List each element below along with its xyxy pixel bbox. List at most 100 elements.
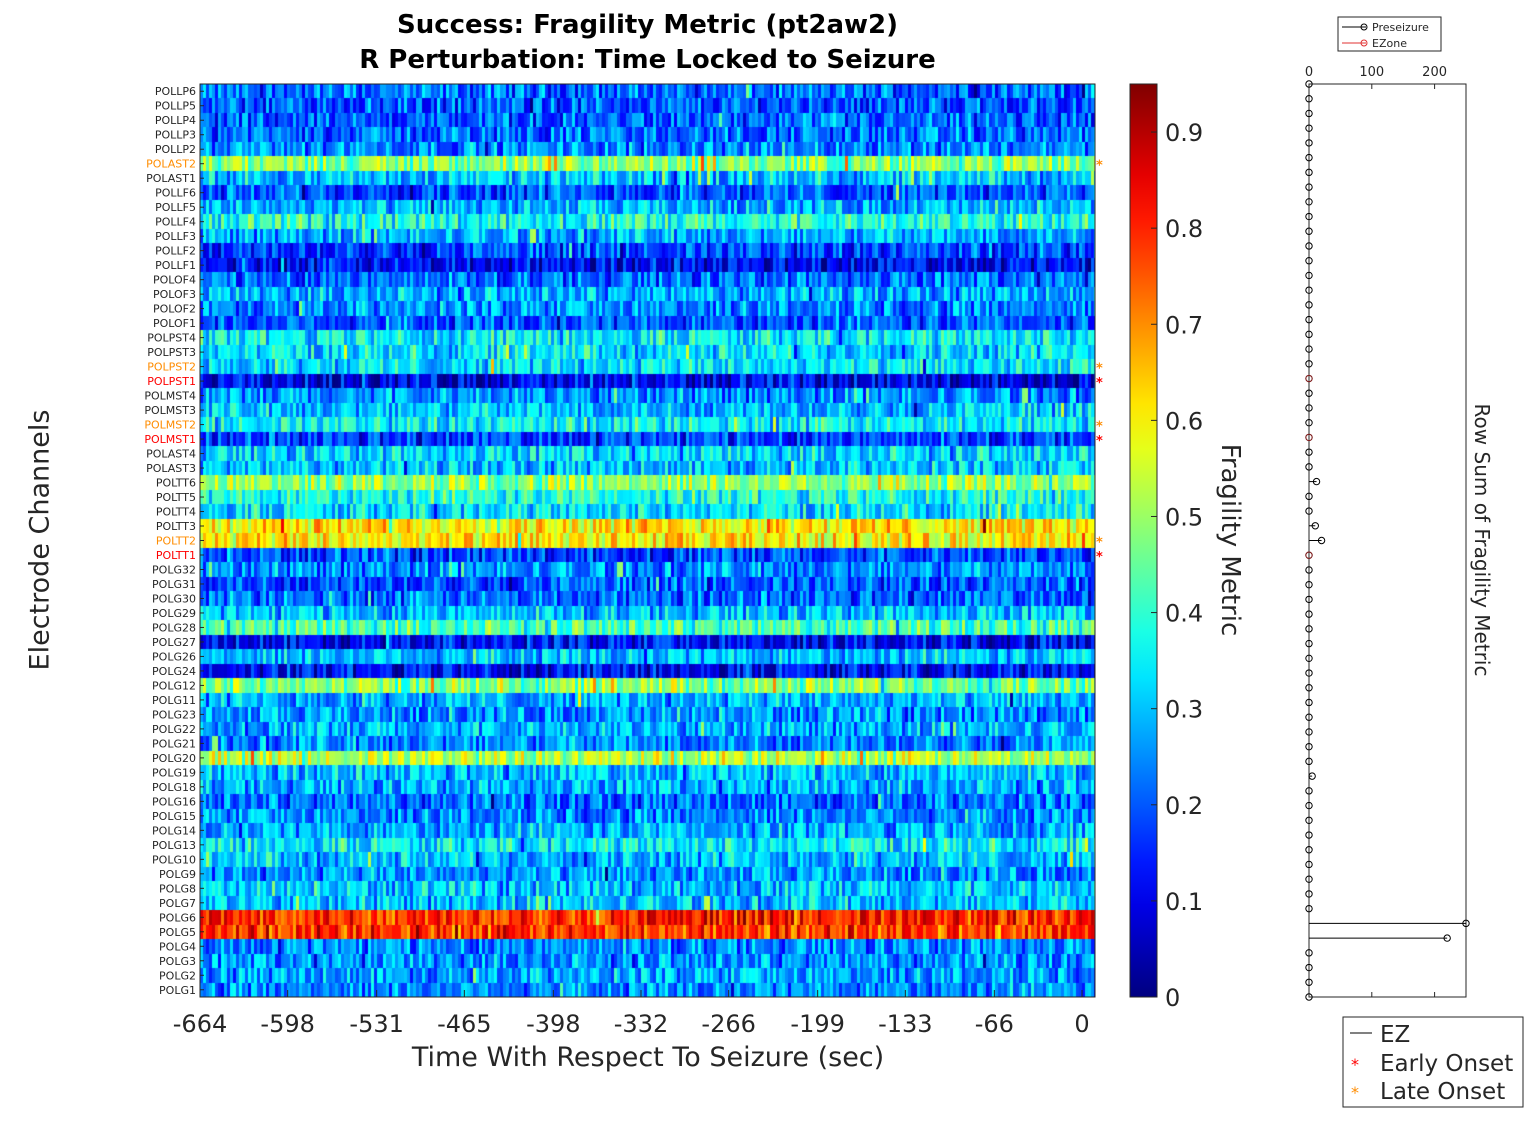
channel-label: POLAST2: [146, 158, 196, 171]
x-tick-label: -398: [526, 1010, 580, 1038]
channel-label: POLOF3: [153, 288, 196, 301]
onset-marker: *: [1096, 550, 1103, 565]
channel-label: POLAST3: [146, 462, 196, 475]
channel-label: POLG12: [152, 679, 196, 692]
rowsum-frame: [1308, 83, 1467, 998]
channel-label: POLG4: [159, 940, 196, 953]
preseizure-point: [1305, 153, 1313, 162]
onset-marker: *: [1096, 362, 1103, 377]
channel-label: POLPST3: [147, 346, 196, 359]
channel-label: POLG28: [152, 621, 196, 634]
channel-label: POLG7: [159, 897, 196, 910]
channel-label: POLG2: [159, 969, 196, 982]
channel-label: POLTT3: [156, 520, 196, 533]
channel-label: POLPST2: [147, 361, 196, 374]
preseizure-point: [1305, 963, 1313, 972]
colorbar-tick-label: 0.2: [1165, 792, 1203, 820]
x-tick-label: -664: [173, 1010, 227, 1038]
channel-label: POLG23: [152, 708, 196, 721]
y-axis-label: Electrode Channels: [24, 409, 56, 671]
channel-label: POLOF2: [153, 303, 196, 316]
x-tick-label: 0: [1074, 1010, 1089, 1038]
colorbar: [1129, 83, 1158, 998]
channel-label: POLLP6: [155, 85, 196, 98]
preseizure-point: [1305, 315, 1313, 324]
legend-early-marker: *: [1351, 1055, 1359, 1074]
onset-marker: *: [1096, 420, 1103, 435]
channel-label: POLLP4: [155, 114, 196, 127]
preseizure-point: [1305, 566, 1313, 574]
preseizure-point: [1305, 595, 1313, 604]
channel-label: POLG3: [159, 955, 196, 968]
preseizure-point: [1305, 949, 1313, 957]
preseizure-point: [1305, 875, 1313, 883]
preseizure-point: [1305, 684, 1313, 692]
preseizure-point: [1305, 330, 1313, 339]
preseizure-point: [1305, 654, 1313, 663]
channel-label: POLMST4: [144, 390, 196, 403]
preseizure-point: [1305, 728, 1313, 736]
preseizure-point: [1305, 978, 1313, 986]
preseizure-point: [1305, 625, 1313, 633]
preseizure-point: [1305, 610, 1313, 618]
ezone-point: [1305, 374, 1313, 383]
channel-label: POLG29: [152, 607, 196, 620]
rowsum-legend-box: [1337, 16, 1442, 52]
preseizure-point: [1305, 418, 1313, 427]
colorbar-tick-label: 0.9: [1165, 119, 1203, 147]
x-tick-label: -531: [349, 1010, 403, 1038]
preseizure-point: [1305, 198, 1313, 206]
channel-label: POLG30: [152, 592, 196, 605]
preseizure-point: [1443, 934, 1451, 942]
onset-marker: *: [1096, 159, 1103, 174]
preseizure-point: [1462, 919, 1470, 928]
channel-label: POLTT5: [156, 491, 196, 504]
channel-label: POLG15: [152, 810, 196, 823]
channel-label: POLMST3: [144, 404, 196, 417]
legend-ezone-marker: [1360, 39, 1368, 47]
channel-label: POLG32: [152, 563, 196, 576]
preseizure-point: [1305, 993, 1313, 1001]
preseizure-point: [1305, 463, 1313, 471]
preseizure-point: [1305, 742, 1313, 751]
preseizure-point: [1305, 109, 1313, 118]
chart-title-line2: R Perturbation: Time Locked to Seizure: [359, 45, 936, 75]
channel-label: POLG11: [152, 694, 196, 707]
preseizure-point: [1305, 713, 1313, 721]
preseizure-point: [1312, 477, 1321, 486]
channel-label: POLLF2: [155, 245, 196, 258]
preseizure-point: [1305, 816, 1313, 824]
colorbar-tick-label: 0.3: [1165, 696, 1203, 724]
chart-title-line1: Success: Fragility Metric (pt2aw2): [396, 10, 899, 40]
channel-label: POLOF1: [153, 317, 196, 330]
preseizure-point: [1305, 212, 1313, 221]
preseizure-point: [1305, 227, 1313, 235]
channel-label: POLTT4: [156, 506, 196, 519]
preseizure-point: [1305, 448, 1313, 456]
channel-label: POLG6: [159, 911, 196, 924]
preseizure-point: [1305, 904, 1313, 913]
preseizure-point: [1305, 669, 1313, 677]
legend-ezone-label: EZone: [1372, 37, 1407, 50]
channel-label: POLG19: [152, 766, 196, 779]
legend-preseizure-marker: [1360, 23, 1368, 31]
rowsum-tick-label: 0: [1305, 65, 1313, 80]
colorbar-label: Fragility Metric: [1215, 443, 1245, 637]
legend-ez-label: EZ: [1380, 1022, 1410, 1048]
colorbar-tick-label: 0.6: [1165, 407, 1203, 435]
channel-label: POLG27: [152, 636, 196, 649]
preseizure-point: [1305, 757, 1313, 766]
x-tick-label: -266: [701, 1010, 755, 1038]
channel-label: POLLP3: [155, 129, 196, 142]
preseizure-point: [1305, 890, 1313, 898]
channel-label: POLAST1: [146, 172, 196, 185]
channel-label: POLLF1: [155, 259, 196, 272]
channel-label: POLG1: [159, 984, 196, 997]
colorbar-tick-label: 0.8: [1165, 215, 1203, 243]
preseizure-point: [1305, 801, 1313, 810]
preseizure-point: [1305, 404, 1313, 412]
preseizure-point: [1305, 168, 1313, 177]
channel-label: POLAST4: [146, 448, 196, 461]
channel-label: POLLP2: [155, 143, 196, 156]
